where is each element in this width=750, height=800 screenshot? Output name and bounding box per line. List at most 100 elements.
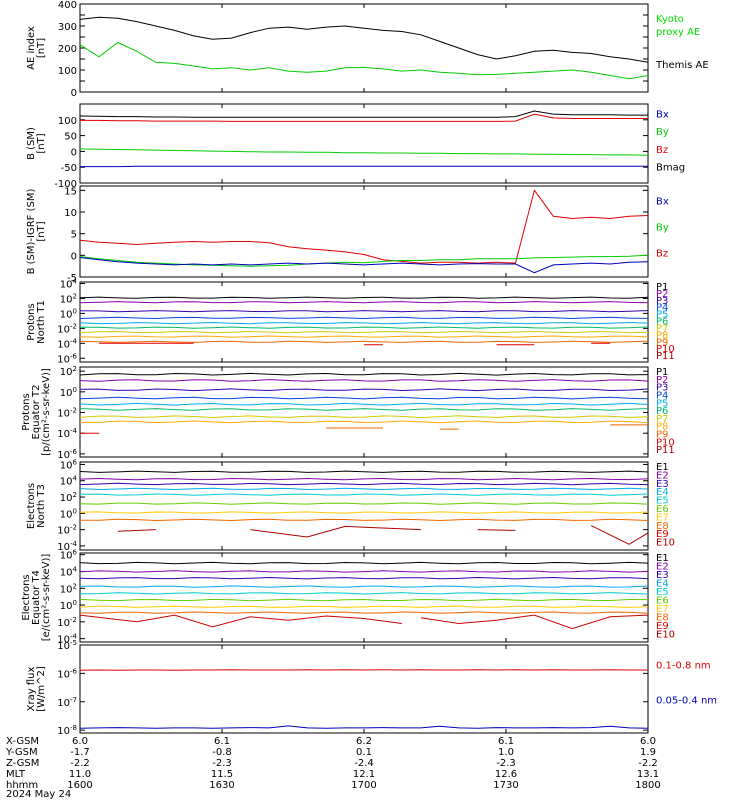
legend-entry: E7 xyxy=(656,512,669,523)
y-tick-label: 200 xyxy=(58,44,77,55)
y-tick-label: 50 xyxy=(64,132,77,143)
y-axis-label: ElectronsEquator T4[e/(cm²-s-sr-keV)] xyxy=(21,554,52,642)
legend-entry: P11 xyxy=(656,445,675,456)
legend-entry: P9 xyxy=(656,430,668,441)
legend-entry: P7 xyxy=(656,323,668,334)
legend-entry: E10 xyxy=(656,630,675,641)
legend-entry: E7 xyxy=(656,604,669,615)
y-axis-label-line: Xray flux xyxy=(26,667,37,712)
y-axis-label: ProtonsNorth T1 xyxy=(26,300,47,344)
ephemeris-value: 6.2 xyxy=(356,736,372,747)
y-axis-label: AE index[nT] xyxy=(26,26,47,70)
legend-entry: E4 xyxy=(656,579,669,590)
y-tick-label: 10-2 xyxy=(57,407,77,420)
ephemeris-value: 1.9 xyxy=(640,747,656,758)
legend-entry: E5 xyxy=(656,496,669,507)
y-tick-label: 102 xyxy=(60,582,77,595)
panel-pn: 10-6 10-4 10-2 100 102 104 ProtonsNorth T1 P1P2… xyxy=(26,277,675,365)
legend-entry: E6 xyxy=(656,596,669,607)
legend-entry: P11 xyxy=(656,351,675,362)
series-line xyxy=(80,113,648,122)
y-tick-label: 104 xyxy=(60,277,78,290)
legend-entry: P5 xyxy=(656,310,668,321)
y-axis-label-line: [nT] xyxy=(36,133,47,153)
legend-entry: E4 xyxy=(656,487,669,498)
flux-channel-line xyxy=(79,330,649,334)
y-axis-label-line: Equator T2 xyxy=(31,385,42,440)
flux-channel-line xyxy=(79,372,649,376)
legend-entry: P4 xyxy=(656,303,668,314)
y-tick-label: -50 xyxy=(61,163,77,174)
legend-entry: P5 xyxy=(656,398,668,409)
y-axis-label-line: Electrons xyxy=(21,574,32,620)
flux-channel-line xyxy=(79,611,649,614)
series-line xyxy=(79,110,648,118)
ephemeris-value: 6.1 xyxy=(498,736,514,747)
legend-entry: E9 xyxy=(656,529,669,540)
legend-entry: P10 xyxy=(656,437,675,448)
panel-ae: 0 100 200 300 400 AE index[nT] Kyoto proxy AE Th… xyxy=(26,0,709,99)
ephemeris-value: -2.2 xyxy=(70,758,90,769)
ephemeris-value: 0.1 xyxy=(356,747,372,758)
legend-entry: P6 xyxy=(656,406,668,417)
y-tick-label: 5 xyxy=(71,230,77,241)
y-axis-label-line: North T1 xyxy=(36,300,47,344)
legend-entry: P9 xyxy=(656,337,668,348)
y-tick-label: 100 xyxy=(58,116,77,127)
legend-entry: E2 xyxy=(656,562,669,573)
y-tick-label: 100 xyxy=(60,599,77,612)
ephemeris-value: -2.3 xyxy=(496,758,516,769)
legend-entry: P1 xyxy=(656,282,668,293)
legend-entry: proxy AE xyxy=(656,27,700,38)
y-axis-label-line: [nT] xyxy=(36,38,47,58)
legend-entry: E5 xyxy=(656,587,669,598)
ephemeris-value: -2.3 xyxy=(212,758,232,769)
series-line xyxy=(79,669,648,671)
legend-entry: Themis AE xyxy=(655,60,709,71)
series-line xyxy=(79,254,649,267)
y-tick-label: 100 xyxy=(60,507,77,520)
y-axis-label-line: [e/(cm²-s-sr-keV)] xyxy=(41,554,52,642)
ephemeris-value: 1800 xyxy=(635,780,660,791)
flux-channel-line xyxy=(80,420,649,424)
y-tick-label: 10-7 xyxy=(57,696,77,709)
y-tick-label: 300 xyxy=(58,22,77,33)
series-line xyxy=(79,41,649,80)
y-tick-label: 104 xyxy=(60,565,78,578)
ephemeris-value: 12.1 xyxy=(353,769,375,780)
flux-channel-line xyxy=(79,561,649,565)
flux-segment xyxy=(79,614,402,628)
y-tick-label: 10-2 xyxy=(57,322,77,335)
panel-frame xyxy=(79,281,649,363)
panel-frame xyxy=(79,3,649,93)
legend-entry: E3 xyxy=(656,479,669,490)
ephemeris-row-label: MLT xyxy=(6,769,26,780)
legend-entry: E2 xyxy=(656,470,669,481)
y-tick-label: 0 xyxy=(71,88,77,99)
panel-frame xyxy=(79,103,649,184)
legend-entry: P8 xyxy=(656,422,668,433)
y-tick-label: 0 xyxy=(71,147,77,158)
y-axis-label-line: Protons xyxy=(26,303,37,340)
ephemeris-value: 6.0 xyxy=(640,736,656,747)
y-tick-label: 10-6 xyxy=(57,667,77,680)
y-axis-label: ElectronsNorth T3 xyxy=(26,483,47,529)
ephemeris-value: 6.1 xyxy=(214,736,230,747)
flux-channel-line xyxy=(79,592,649,595)
y-tick-label: -100 xyxy=(54,179,77,190)
y-tick-label: 10-4 xyxy=(57,427,77,440)
flux-channel-line xyxy=(79,576,649,580)
flux-segment xyxy=(250,525,421,538)
ephemeris-value: -2.2 xyxy=(638,758,658,769)
flux-channel-line xyxy=(79,415,649,419)
y-tick-label: 106 xyxy=(60,458,78,471)
y-tick-label: 10-5 xyxy=(57,639,77,652)
footer-date: 2024 May 24 xyxy=(6,789,71,800)
y-tick-label: 10-4 xyxy=(57,337,77,350)
flux-segment xyxy=(117,529,156,532)
ephemeris-value: -1.7 xyxy=(70,747,90,758)
flux-channel-line xyxy=(79,316,649,320)
legend-entry: E3 xyxy=(656,570,669,581)
ephemeris-row-label: Y-GSM xyxy=(5,747,38,758)
